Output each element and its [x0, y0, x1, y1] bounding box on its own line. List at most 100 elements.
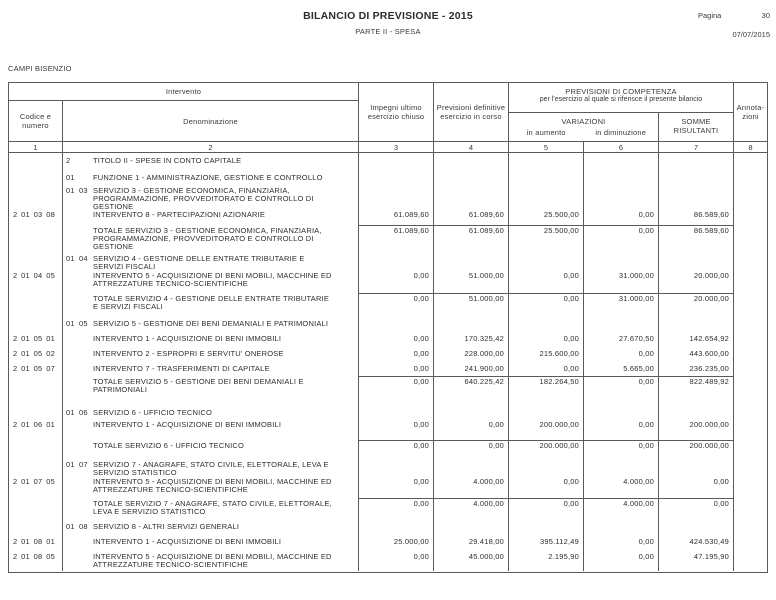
- column-divider: [583, 153, 584, 571]
- row-prefix: [63, 378, 93, 394]
- in-diminuzione-label: in diminuzione: [595, 128, 647, 137]
- row-value: 640.225,42: [464, 377, 504, 386]
- table-row: 01 03 SERVIZIO 3 - GESTIONE ECONOMICA, F…: [9, 187, 767, 211]
- row-text: TOTALE SERVIZIO 4 - GESTIONE DELLE ENTRA…: [93, 294, 330, 311]
- header-annotazioni: Annota-zioni: [736, 103, 765, 121]
- row-text: INTERVENTO 7 - TRASFERIMENTI DI CAPITALE: [93, 364, 270, 373]
- row-prefix: [63, 365, 93, 373]
- row-value: 200.000,00: [539, 441, 579, 450]
- variazioni-label: VARIAZIONI: [561, 117, 606, 126]
- report-date: 07/07/2015: [732, 30, 770, 39]
- row-value: 0,00: [413, 271, 429, 280]
- row-denominazione: INTERVENTO 8 - PARTECIPAZIONI AZIONARIE: [63, 211, 359, 219]
- column-number: 3: [359, 142, 434, 153]
- row-code: 2 01 06 01: [13, 420, 55, 429]
- row-value: 215.600,00: [539, 349, 579, 358]
- row-value: 4.000,00: [473, 499, 504, 508]
- table-row: 01 06 SERVIZIO 6 - UFFICIO TECNICO: [9, 409, 767, 417]
- table-row: 2 01 05 02 INTERVENTO 2 - ESPROPRI E SER…: [9, 350, 767, 358]
- table-row: 2 01 05 07 INTERVENTO 7 - TRASFERIMENTI …: [9, 365, 767, 373]
- row-code: 2 01 03 08: [13, 210, 55, 219]
- row-value: 236.235,00: [689, 364, 729, 373]
- row-value: 170.325,42: [464, 334, 504, 343]
- table-row: 2 01 03 08 INTERVENTO 8 - PARTECIPAZIONI…: [9, 211, 767, 219]
- table-row: 2 01 08 01 INTERVENTO 1 - ACQUISIZIONE D…: [9, 538, 767, 546]
- row-value: 0,00: [638, 377, 654, 386]
- row-denominazione: 01 FUNZIONE 1 - AMMINISTRAZIONE, GESTION…: [63, 174, 359, 182]
- row-prefix: [63, 421, 93, 429]
- header-somme-risultanti: SOMME RISULTANTI: [659, 113, 734, 141]
- table-header: Intervento Codice e numero Denominazione…: [9, 83, 767, 153]
- row-code: 2 01 07 05: [13, 477, 55, 486]
- row-value: 61.089,60: [468, 226, 504, 235]
- row-value: 0,00: [413, 420, 429, 429]
- row-text: INTERVENTO 5 - ACQUISIZIONE DI BENI MOBI…: [93, 477, 332, 494]
- row-value: 228.000,00: [464, 349, 504, 358]
- totale-rule: [358, 498, 734, 499]
- row-denominazione: INTERVENTO 1 - ACQUISIZIONE DI BENI IMMO…: [63, 335, 359, 343]
- row-value: 0,00: [488, 441, 504, 450]
- row-value: 61.089,60: [393, 226, 429, 235]
- row-prefix: [63, 350, 93, 358]
- row-value: 4.000,00: [623, 477, 654, 486]
- row-text: SERVIZIO 3 - GESTIONE ECONOMICA, FINANZI…: [93, 186, 314, 211]
- row-text: TOTALE SERVIZIO 7 - ANAGRAFE, STATO CIVI…: [93, 499, 332, 516]
- table-row: 2 01 08 05 INTERVENTO 5 - ACQUISIZIONE D…: [9, 553, 767, 569]
- column-divider: [508, 153, 509, 571]
- header-impegni: Impegni ultimo esercizio chiuso: [359, 83, 434, 141]
- row-prefix: [63, 272, 93, 288]
- row-prefix: [63, 295, 93, 311]
- row-code: 2 01 08 05: [13, 552, 55, 561]
- row-prefix: 01 07: [66, 460, 88, 469]
- row-value: 0,00: [413, 364, 429, 373]
- table-row: TOTALE SERVIZIO 4 - GESTIONE DELLE ENTRA…: [9, 293, 767, 311]
- row-prefix: [63, 442, 93, 450]
- row-value: 0,00: [638, 537, 654, 546]
- column-number: 5: [509, 142, 584, 153]
- row-denominazione: TOTALE SERVIZIO 4 - GESTIONE DELLE ENTRA…: [63, 295, 359, 311]
- table-row: 01 07 SERVIZIO 7 - ANAGRAFE, STATO CIVIL…: [9, 461, 767, 477]
- row-value: 45.000,00: [468, 552, 504, 561]
- table-row: TOTALE SERVIZIO 6 - UFFICIO TECNICO 0,00…: [9, 440, 767, 450]
- page-subtitle: PARTE II - SPESA: [355, 27, 421, 36]
- row-value: 0,00: [563, 294, 579, 303]
- row-denominazione: TOTALE SERVIZIO 5 - GESTIONE DEI BENI DE…: [63, 378, 359, 394]
- row-value: 0,00: [413, 334, 429, 343]
- row-value: 86.589,60: [693, 226, 729, 235]
- column-number: 8: [748, 143, 753, 152]
- column-divider: [658, 153, 659, 571]
- table-row: 2 01 05 01 INTERVENTO 1 - ACQUISIZIONE D…: [9, 335, 767, 343]
- table-row: 2 TITOLO II - SPESE IN CONTO CAPITALE: [9, 157, 767, 165]
- row-text: SERVIZIO 7 - ANAGRAFE, STATO CIVILE, ELE…: [93, 460, 329, 477]
- row-text: SERVIZIO 8 - ALTRI SERVIZI GENERALI: [93, 522, 240, 531]
- row-denominazione: INTERVENTO 5 - ACQUISIZIONE DI BENI MOBI…: [63, 272, 359, 288]
- page-info: Pagina 30 07/07/2015: [698, 11, 770, 39]
- row-text: INTERVENTO 1 - ACQUISIZIONE DI BENI IMMO…: [93, 537, 282, 546]
- row-value: 0,00: [563, 364, 579, 373]
- row-code: 2 01 05 07: [13, 364, 55, 373]
- totale-rule: [358, 293, 734, 294]
- row-code: 2 01 05 02: [13, 349, 55, 358]
- column-number: 4: [434, 142, 509, 153]
- table-row: 2 01 06 01 INTERVENTO 1 - ACQUISIZIONE D…: [9, 421, 767, 429]
- row-value: 200.000,00: [689, 441, 729, 450]
- row-prefix: 01 03: [66, 186, 88, 195]
- row-prefix: [63, 500, 93, 516]
- row-denominazione: INTERVENTO 1 - ACQUISIZIONE DI BENI IMMO…: [63, 538, 359, 546]
- row-value: 31.000,00: [618, 271, 654, 280]
- row-text: TOTALE SERVIZIO 6 - UFFICIO TECNICO: [93, 441, 245, 450]
- row-value: 0,00: [413, 477, 429, 486]
- row-value: 25.500,00: [543, 210, 579, 219]
- row-value: 61.089,60: [393, 210, 429, 219]
- row-value: 200.000,00: [539, 420, 579, 429]
- row-prefix: [63, 211, 93, 219]
- row-denominazione: INTERVENTO 5 - ACQUISIZIONE DI BENI MOBI…: [63, 478, 359, 494]
- row-value: 0,00: [713, 477, 729, 486]
- row-value: 0,00: [638, 226, 654, 235]
- row-value: 51.000,00: [468, 271, 504, 280]
- column-divider: [62, 153, 63, 571]
- row-denominazione: 01 04 SERVIZIO 4 - GESTIONE DELLE ENTRAT…: [63, 255, 359, 271]
- row-value: 443.600,00: [689, 349, 729, 358]
- row-denominazione: INTERVENTO 7 - TRASFERIMENTI DI CAPITALE: [63, 365, 359, 373]
